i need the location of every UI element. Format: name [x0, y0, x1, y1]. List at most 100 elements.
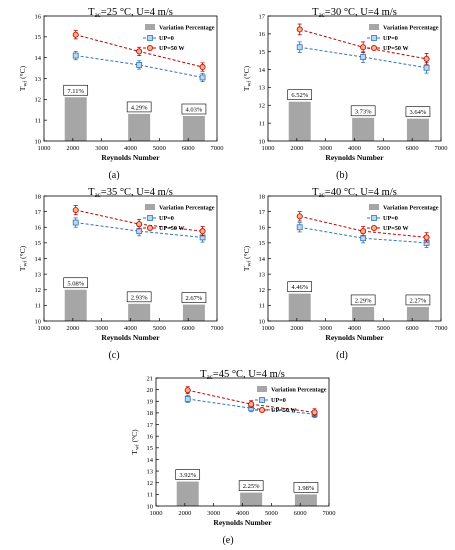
bar-label-box [63, 84, 89, 96]
bar [288, 293, 311, 321]
y-tick-label: 16 [35, 225, 42, 232]
y-tick-label: 13 [259, 271, 266, 278]
y-tick-label: 13 [35, 76, 42, 83]
legend-marker-up50 [370, 225, 377, 232]
x-tick-label: 3000 [95, 145, 108, 152]
chart-title-rest: =30 °C, U=4 m/s [325, 7, 397, 18]
point [136, 62, 143, 68]
bar-label: 4.46% [291, 284, 308, 291]
bar-label: 6.52% [291, 92, 308, 99]
x-tick-label: 1000 [38, 325, 51, 332]
x-tick-label: 1000 [38, 145, 51, 152]
y-tick-label: 10 [147, 503, 154, 510]
bar-label: 3.92% [179, 472, 196, 479]
bar-label-box [126, 101, 152, 113]
x-tick-label: 5000 [265, 510, 278, 517]
chart-title-sub: ac [319, 11, 325, 19]
chart-panel-b: Tac=30 °C, U=4 m/s 6.52% 3.73% 3.64% 1000 200… [242, 7, 448, 162]
bar-label: 2.25% [243, 483, 260, 490]
chart-panel-e: Tac=45 °C, U=4 m/s 3.92% 2.25% 1.98% 1000 200… [130, 369, 336, 527]
y-tick-label: 11 [35, 303, 41, 310]
x-tick-label: 3000 [207, 510, 220, 517]
x-tick-label: 4000 [124, 145, 137, 152]
point [360, 54, 367, 60]
bar-label-box [287, 89, 313, 101]
point [72, 31, 79, 38]
y-tick-label: 21 [147, 375, 154, 382]
x-tick-label: 7000 [323, 510, 336, 517]
y-axis-label-base: T [18, 86, 27, 91]
bar [406, 306, 429, 321]
point [311, 409, 318, 416]
x-axis-label: Reynolds Number [213, 518, 272, 527]
chart-title: Tac=30 °C, U=4 m/s [312, 7, 397, 19]
bar [406, 118, 429, 141]
chart-title: Tac=45 °C, U=4 m/s [200, 369, 285, 381]
legend-marker-up0 [259, 397, 265, 403]
x-tick-label: 4000 [348, 325, 361, 332]
y-axis-label-rest: (°C) [242, 245, 251, 260]
legend-label: Variation Percentage [159, 205, 215, 212]
legend-swatch-bar [257, 386, 267, 392]
y-axis-label: Twf (°C) [18, 245, 29, 271]
y-tick-label: 11 [259, 303, 265, 310]
y-axis-label-base: T [242, 86, 251, 91]
chart-title-sub: ac [95, 191, 101, 199]
y-axis-label-sub: wf [246, 261, 253, 267]
point [199, 64, 206, 71]
legend-marker-up0 [147, 35, 153, 41]
y-tick-label: 13 [259, 85, 266, 92]
x-tick-label: 1000 [262, 145, 275, 152]
point [248, 401, 255, 408]
y-axis-label-rest: (°C) [18, 245, 27, 260]
x-tick-label: 4000 [236, 510, 249, 517]
point [360, 228, 367, 235]
y-axis-label-rest: (°C) [242, 65, 251, 80]
legend-marker-up50 [146, 225, 153, 232]
bar-label: 1.98% [298, 485, 315, 492]
bar-label-box [181, 292, 207, 303]
chart-title-base: T [200, 369, 207, 380]
x-tick-label: 5000 [377, 325, 390, 332]
y-axis-label: Twf (°C) [18, 65, 29, 91]
point [296, 26, 303, 33]
y-tick-label: 17 [35, 209, 42, 216]
y-tick-label: 14 [35, 256, 42, 263]
series-line [299, 46, 427, 69]
x-tick-label: 5000 [153, 145, 166, 152]
panel-caption: (d) [336, 350, 348, 361]
y-axis-label-rest: (°C) [18, 65, 27, 80]
x-tick-label: 4000 [124, 325, 137, 332]
legend-label: UP=50 W [159, 45, 185, 52]
bar [352, 306, 375, 321]
point [136, 221, 143, 228]
y-axis-label-sub: wf [246, 81, 253, 87]
point [199, 74, 206, 81]
bar [64, 289, 87, 321]
y-tick-label: 16 [35, 13, 42, 20]
y-axis-label-sub: wf [134, 444, 141, 450]
x-axis-label: Reynolds Number [101, 153, 160, 162]
panel-caption: (a) [108, 170, 119, 181]
chart-panel-d: Tac=40 °C, U=4 m/s 4.46% 2.29% 2.27% 1000 200… [242, 187, 448, 342]
bar-label: 3.64% [410, 109, 427, 116]
y-axis-label-base: T [130, 450, 139, 455]
x-tick-label: 7000 [435, 145, 448, 152]
point [360, 235, 367, 242]
legend-marker-up0 [371, 35, 377, 41]
bar-label: 2.67% [186, 295, 203, 302]
legend-swatch-bar [145, 204, 155, 210]
point [136, 228, 143, 235]
x-tick-label: 2000 [290, 325, 303, 332]
bar [294, 494, 317, 506]
y-tick-label: 11 [147, 492, 153, 499]
x-tick-label: 5000 [153, 325, 166, 332]
chart-title-sub: ac [207, 373, 213, 381]
y-tick-label: 12 [147, 480, 154, 487]
bar [182, 304, 205, 321]
point [360, 44, 367, 51]
y-tick-label: 13 [35, 271, 42, 278]
y-tick-label: 11 [259, 120, 265, 127]
bar-label-box [181, 103, 207, 115]
legend-label: UP=50 W [271, 407, 297, 414]
